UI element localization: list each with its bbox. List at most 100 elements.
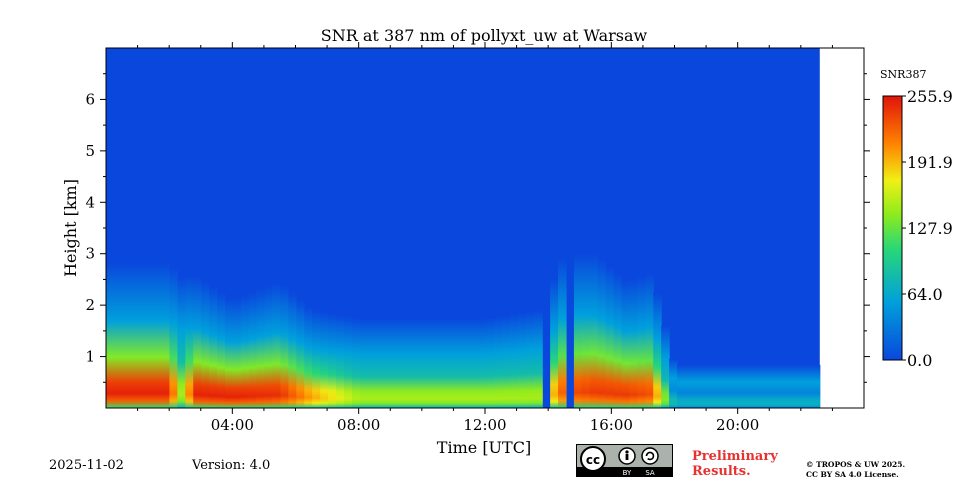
heatmap-column (558, 258, 567, 408)
heatmap-column (502, 315, 512, 408)
heatmap-column (383, 318, 393, 408)
heatmap-column (423, 318, 432, 408)
heatmap-column (748, 364, 757, 408)
heatmap-column (161, 262, 171, 408)
heatmap-column (637, 276, 646, 408)
heatmap-column (621, 280, 631, 408)
x-tick-label: 16:00 (590, 416, 633, 434)
heatmap-column (304, 306, 313, 408)
x-tick-label: 04:00 (211, 416, 254, 434)
heatmap-column (240, 295, 250, 408)
heatmap-column (550, 278, 559, 408)
heatmap-column (153, 262, 163, 408)
heatmap-column (534, 309, 543, 408)
heatmap-column (581, 253, 591, 408)
heatmap-column (201, 281, 210, 408)
cc-logo-icon: cc BY SA (577, 446, 672, 477)
heatmap-column (732, 364, 742, 408)
heatmap-area (106, 48, 821, 408)
heatmap-column (597, 259, 607, 408)
heatmap-column (447, 318, 456, 408)
colorbar-tick-label: 255.9 (907, 87, 953, 106)
y-axis: 1 2 3 4 5 6 (85, 73, 870, 383)
colorbar: 0.0 64.0 127.9 191.9 255.9 (882, 87, 953, 370)
heatmap-column (312, 310, 321, 408)
heatmap-column (526, 311, 535, 408)
colorbar-scale (882, 95, 903, 361)
heatmap-column (328, 313, 337, 408)
colorbar-tick-label: 64.0 (907, 285, 943, 304)
license-line-1: © TROPOS & UW 2025. (806, 460, 906, 469)
heatmap-column (367, 318, 377, 408)
heatmap-column (629, 279, 638, 408)
heatmap-column (740, 364, 750, 408)
heatmap-column (232, 298, 242, 408)
footer-date: 2025-11-02 (49, 458, 124, 473)
x-tick-label: 12:00 (463, 416, 506, 434)
heatmap-column (217, 292, 226, 408)
heatmap-column (296, 299, 305, 408)
heatmap-column (700, 364, 710, 408)
chart-title: SNR at 387 nm of pollyxt_uw at Warsaw (321, 26, 648, 45)
cc-license-badge: cc BY SA (576, 444, 673, 477)
cc-by-text: BY (623, 469, 632, 476)
heatmap-column (613, 273, 623, 408)
heatmap-column (772, 364, 781, 408)
heatmap-column (780, 364, 789, 408)
heatmap-column (669, 358, 678, 408)
heatmap-column (605, 266, 615, 408)
y-tick-label: 3 (85, 245, 95, 263)
heatmap-column (708, 364, 718, 408)
y-axis-label: Height [km] (61, 179, 80, 277)
heatmap-column (724, 364, 734, 408)
heatmap-column (439, 318, 448, 408)
heatmap-column (645, 273, 654, 408)
y-tick-label: 4 (85, 193, 95, 211)
colorbar-tick-label: 0.0 (907, 351, 932, 370)
heatmap-column (692, 364, 702, 408)
heatmap-column (391, 318, 401, 408)
heatmap-column (359, 318, 369, 408)
heatmap-column (169, 267, 178, 408)
heatmap-column (288, 292, 297, 408)
heatmap-column (121, 262, 131, 408)
heatmap-column (470, 318, 480, 408)
colorbar-label: SNR387 (880, 68, 926, 81)
heatmap-column (677, 364, 686, 408)
colorbar-tick-label: 191.9 (907, 153, 953, 172)
y-tick-label: 2 (85, 296, 95, 314)
license-note: © TROPOS & UW 2025. CC BY SA 4.0 License… (806, 460, 905, 480)
heatmap-column (264, 285, 274, 408)
heatmap-column (209, 286, 218, 408)
heatmap-column (193, 276, 202, 408)
heatmap-column (454, 318, 464, 408)
heatmap-column (684, 364, 694, 408)
heatmap-column (803, 364, 813, 408)
heatmap-column (351, 317, 361, 408)
heatmap-column (661, 325, 670, 408)
heatmap-column (510, 313, 520, 408)
heatmap-column (811, 364, 821, 408)
heatmap-column (113, 262, 123, 408)
heatmap-column (137, 262, 147, 408)
heatmap-column (145, 262, 155, 408)
y-tick-label: 6 (85, 90, 95, 108)
svg-text:cc: cc (586, 453, 600, 467)
heatmap-column (518, 312, 527, 408)
heatmap-column (256, 288, 266, 408)
heatmap-column (764, 364, 773, 408)
heatmap-column (407, 318, 416, 408)
y-tick-label: 1 (85, 348, 95, 366)
heatmap-column (343, 316, 353, 408)
heatmap-column (224, 297, 234, 408)
heatmap-column (486, 317, 496, 408)
heatmap-column (272, 282, 282, 408)
cc-sa-text: SA (645, 469, 655, 476)
license-line-2: CC BY SA 4.0 License. (806, 470, 899, 479)
heatmap-column (589, 253, 599, 408)
preliminary-note: Preliminary Results. (692, 449, 778, 479)
heatmap-column (415, 318, 424, 408)
footer-version: Version: 4.0 (192, 458, 271, 473)
heatmap-column (716, 364, 726, 408)
heatmap-column (399, 318, 408, 408)
